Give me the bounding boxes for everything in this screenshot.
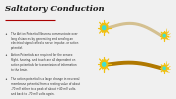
Text: The Action Potential Neurons communicate over
long distances by generating and s: The Action Potential Neurons communicate… bbox=[11, 32, 78, 50]
Polygon shape bbox=[100, 60, 108, 69]
Text: Action Potentials are required for the senses:
flight, hearing, and touch are al: Action Potentials are required for the s… bbox=[11, 53, 77, 72]
Circle shape bbox=[163, 34, 165, 37]
Circle shape bbox=[103, 62, 106, 66]
Text: Saltatory Conduction: Saltatory Conduction bbox=[5, 5, 104, 13]
Text: •: • bbox=[5, 53, 7, 59]
Polygon shape bbox=[162, 33, 167, 39]
Text: •: • bbox=[5, 77, 7, 82]
Polygon shape bbox=[100, 23, 108, 32]
Circle shape bbox=[103, 26, 106, 30]
Text: •: • bbox=[5, 32, 7, 37]
Circle shape bbox=[163, 67, 165, 69]
Polygon shape bbox=[162, 65, 167, 71]
Text: The action potential is a large change in neuronal
membrane potential from a res: The action potential is a large change i… bbox=[11, 77, 80, 96]
